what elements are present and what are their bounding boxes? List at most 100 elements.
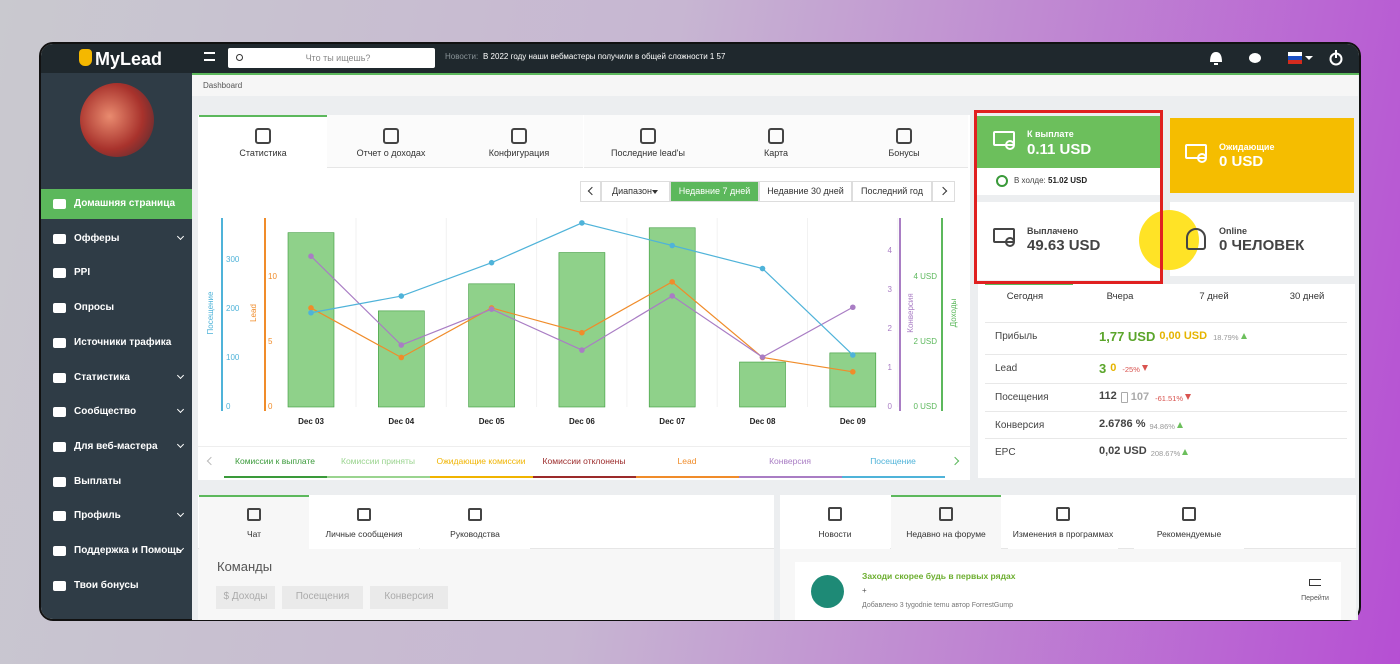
legend-label[interactable]: Lead xyxy=(677,456,697,466)
menu-label[interactable]: Источники трафика xyxy=(74,336,172,348)
range-label[interactable]: Диапазон xyxy=(612,186,652,196)
tab[interactable] xyxy=(1134,495,1244,549)
avatar[interactable] xyxy=(80,83,154,157)
range-button[interactable] xyxy=(852,181,932,202)
legend-label[interactable]: Конверсия xyxy=(769,456,811,466)
search-box[interactable] xyxy=(228,48,435,68)
menu-label[interactable]: PPI xyxy=(74,267,91,279)
post-action[interactable]: Перейти xyxy=(1301,595,1329,602)
legend-label[interactable]: Комиссии к выплате xyxy=(235,456,315,466)
menu-label[interactable]: Офферы xyxy=(74,232,120,244)
tab[interactable] xyxy=(712,115,840,168)
logo[interactable]: MyLead xyxy=(95,49,163,69)
tab-label[interactable]: Личные сообщения xyxy=(325,529,403,539)
flag-icon[interactable] xyxy=(1288,52,1302,56)
tab-label[interactable]: Карта xyxy=(763,148,789,158)
menu-label[interactable]: Статистика xyxy=(74,371,130,383)
news-text[interactable]: В 2022 году наши вебмастеры получили в о… xyxy=(483,52,726,61)
tab[interactable] xyxy=(455,115,583,168)
post-title[interactable]: Заходи скорее будь в первых рядах xyxy=(862,571,1016,581)
filter-button[interactable] xyxy=(370,586,448,609)
tab-label[interactable]: Руководства xyxy=(450,529,500,539)
tab-label[interactable]: Отчет о доходах xyxy=(356,148,426,158)
filter-button[interactable] xyxy=(216,586,275,609)
legend-label[interactable]: Комиссии отклонены xyxy=(542,456,626,466)
tab-active[interactable] xyxy=(891,495,1001,549)
stats-tab[interactable]: Вчера xyxy=(1106,291,1134,302)
legend-underline xyxy=(842,476,945,478)
card-online[interactable] xyxy=(1170,202,1354,276)
stats-tab[interactable]: Сегодня xyxy=(1006,291,1044,302)
card-label: Выплачено xyxy=(1027,226,1079,236)
range-button[interactable] xyxy=(759,181,852,202)
tab-label[interactable]: Бонусы xyxy=(888,148,920,158)
menu-label[interactable]: Домашняя страница xyxy=(74,198,176,209)
range-button[interactable] xyxy=(670,181,759,202)
x-tick-label: Dec 08 xyxy=(750,417,776,426)
filter-label[interactable]: Конверсия xyxy=(384,591,434,602)
tab[interactable] xyxy=(780,495,890,549)
tab-active[interactable] xyxy=(199,495,309,549)
x-tick-label: Dec 06 xyxy=(569,417,595,426)
y-tick-label: 5 xyxy=(268,337,273,346)
menu-label[interactable]: Для веб-мастера xyxy=(74,440,158,452)
stats-tab[interactable]: 30 дней xyxy=(1289,291,1325,302)
stats-value: 3 xyxy=(1099,361,1107,376)
check-icon xyxy=(996,175,1008,187)
legend-label[interactable]: Ожидающие комиссии xyxy=(436,456,526,466)
point xyxy=(308,305,314,311)
tab-label[interactable]: Новости xyxy=(818,529,852,539)
tab[interactable] xyxy=(840,115,968,168)
point xyxy=(398,354,405,361)
legend-label[interactable]: Комиссии приняты xyxy=(340,456,416,466)
tab[interactable] xyxy=(1008,495,1118,549)
tab[interactable] xyxy=(309,495,419,549)
point xyxy=(759,265,766,272)
filter-label[interactable]: $ Доходы xyxy=(223,591,268,602)
post-card[interactable] xyxy=(795,562,1341,620)
menu-toggle[interactable] xyxy=(204,52,215,61)
card-value: 0 ЧЕЛОВЕК xyxy=(1219,237,1305,254)
tab-label[interactable]: Чат xyxy=(246,529,262,539)
menu-label[interactable]: Сообщество xyxy=(74,406,137,418)
filter-button[interactable] xyxy=(282,586,363,609)
tab-label[interactable]: Статистика xyxy=(239,148,287,158)
post-icon xyxy=(811,575,844,608)
tab-label[interactable]: Конфигурация xyxy=(488,148,550,158)
tab-icon xyxy=(896,128,912,144)
card-label: Ожидающие xyxy=(1219,142,1275,152)
tab-active[interactable] xyxy=(199,115,327,168)
tab-icon xyxy=(1056,507,1070,521)
tab-label[interactable]: Рекомендуемые xyxy=(1156,529,1222,539)
menu-label[interactable]: Поддержка и Помощь xyxy=(74,545,182,556)
filter-label[interactable]: Посещения xyxy=(295,591,350,602)
tab-label[interactable]: Последние lead'ы xyxy=(611,148,685,158)
sidebar xyxy=(41,73,192,619)
tab-label[interactable]: Недавно на форуме xyxy=(906,529,986,539)
tab[interactable] xyxy=(420,495,530,549)
range-option[interactable]: Недавние 30 дней xyxy=(767,186,844,196)
legend-label[interactable]: Посещение xyxy=(870,456,916,466)
menu-label[interactable]: Твои бонусы xyxy=(74,579,139,591)
range-dropdown[interactable] xyxy=(601,181,670,202)
bell-icon[interactable] xyxy=(1210,52,1222,65)
stats-label: Посещения xyxy=(995,392,1049,403)
tab[interactable] xyxy=(327,115,455,168)
stats-secondary: 107 xyxy=(1130,391,1150,403)
breadcrumb[interactable]: Dashboard xyxy=(203,81,243,90)
stats-tab[interactable]: 7 дней xyxy=(1199,291,1229,302)
range-option[interactable]: Последний год xyxy=(861,186,923,196)
menu-icon xyxy=(53,233,66,244)
menu-label[interactable]: Выплаты xyxy=(74,475,122,487)
range-option[interactable]: Недавние 7 дней xyxy=(678,186,751,196)
tab-label[interactable]: Изменения в программах xyxy=(1012,529,1114,539)
menu-icon xyxy=(53,476,66,487)
range-prev[interactable] xyxy=(580,181,601,202)
menu-label[interactable]: Профиль xyxy=(74,510,121,522)
tab[interactable] xyxy=(584,115,712,168)
chat-icon[interactable] xyxy=(1249,53,1261,63)
range-next[interactable] xyxy=(932,181,955,202)
menu-icon xyxy=(53,337,66,348)
menu-label[interactable]: Опросы xyxy=(74,302,115,314)
